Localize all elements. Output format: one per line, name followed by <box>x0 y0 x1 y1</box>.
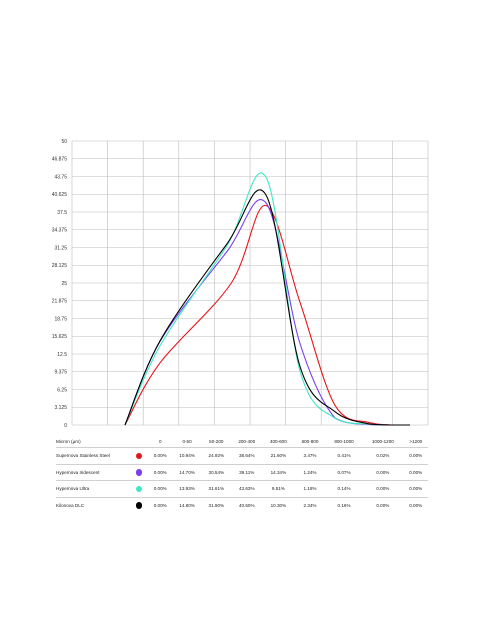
swatch-header <box>130 436 148 448</box>
y-tick-label: 46.875 <box>52 157 68 163</box>
legend-dot-icon <box>135 469 143 476</box>
series-name: Kilonova DLC <box>56 496 130 513</box>
series-line <box>124 204 411 426</box>
category-label: 200-400 <box>238 439 256 444</box>
value-cell: 0.02% <box>362 447 404 464</box>
value-cell: 3.47% <box>294 447 326 464</box>
value-cell: 21.60% <box>262 447 295 464</box>
value-cell: 31.90% <box>201 496 231 513</box>
value-cell: 0.00% <box>362 463 404 481</box>
y-tick-label: 43.75 <box>54 174 67 180</box>
series-name: Hypernova Iridescent <box>56 463 130 481</box>
value-cell: 0.00% <box>148 480 173 497</box>
y-tick-label: 37.5 <box>57 210 67 216</box>
y-axis: 0 3.125 6.25 9.375 12.5 15.625 18.75 21.875 25 28… <box>52 139 68 429</box>
series-line <box>124 189 410 426</box>
category-label: 400-600 <box>269 439 287 444</box>
value-cell: 0.00% <box>148 463 173 481</box>
value-cell: 14.34% <box>262 463 295 481</box>
value-cell: 24.92% <box>201 447 231 464</box>
category-label: 50-200 <box>209 439 224 444</box>
value-cell: 14.70% <box>172 463 202 481</box>
y-tick-label: 15.625 <box>52 334 68 340</box>
value-cell: 30.54% <box>201 463 231 481</box>
category-label: 1000-1200 <box>371 439 394 444</box>
value-cell: 0.07% <box>325 463 363 481</box>
table-header-row: Micron (µm) 0 0-50 50-200 200-400 400-600 600-… <box>56 436 428 448</box>
y-tick-label: 18.75 <box>54 316 67 322</box>
value-cell: 0.16% <box>325 496 363 513</box>
value-cell: 39.11% <box>230 463 263 481</box>
value-cell: 2.34% <box>294 496 326 513</box>
value-cell: 14.80% <box>172 496 202 513</box>
series-line <box>124 199 410 426</box>
category-label: 600-800 <box>301 439 319 444</box>
value-cell: 9.51% <box>262 480 295 497</box>
value-cell: 0.00% <box>362 496 404 513</box>
series-lines <box>124 172 411 426</box>
table-row: Supernova Stainless Steel 0.00% 10.94% 24.9… <box>56 447 428 464</box>
y-tick-label: 50 <box>61 139 67 145</box>
grid <box>71 140 429 426</box>
legend-swatch <box>130 480 148 497</box>
y-tick-label: 12.5 <box>57 352 67 358</box>
value-cell: 0.41% <box>325 447 363 464</box>
value-cell: 31.61% <box>201 480 231 497</box>
value-cell: 43.63% <box>230 480 263 497</box>
value-cell: 0.00% <box>403 447 428 464</box>
table-row: Kilonova DLC 0.00% 14.80% 31.90% 40.50% 10.30… <box>56 496 428 513</box>
value-cell: 0.00% <box>148 447 173 464</box>
legend-swatch <box>130 463 148 481</box>
category-label: 0-50 <box>182 439 192 444</box>
value-cell: 0.00% <box>403 463 428 481</box>
category-label: >1200 <box>409 439 423 444</box>
y-tick-label: 21.875 <box>52 299 68 305</box>
y-tick-label: 31.25 <box>54 245 67 251</box>
data-table: Micron (µm) 0 0-50 50-200 200-400 400-600 600-… <box>56 436 428 513</box>
value-cell: 0.00% <box>362 480 404 497</box>
y-tick-label: 0 <box>64 423 67 429</box>
table-row: Hypernova Ultra 0.00% 13.93% 31.61% 43.63% 9.… <box>56 480 428 497</box>
series-line <box>124 172 410 426</box>
y-tick-label: 25 <box>61 281 67 287</box>
value-cell: 10.30% <box>262 496 295 513</box>
series-name: Supernova Stainless Steel <box>56 447 130 464</box>
value-cell: 1.24% <box>294 463 326 481</box>
legend-dot-icon <box>135 452 143 459</box>
y-tick-label: 34.375 <box>52 228 68 234</box>
value-cell: 10.94% <box>172 447 202 464</box>
y-tick-label: 3.125 <box>54 405 67 411</box>
value-cell: 1.18% <box>294 480 326 497</box>
category-label: 800-1000 <box>334 439 354 444</box>
y-tick-label: 28.125 <box>52 263 68 269</box>
value-cell: 0.14% <box>325 480 363 497</box>
table-row: Hypernova Iridescent 0.00% 14.70% 30.54% 39.… <box>56 463 428 481</box>
legend-dot-icon <box>135 485 143 492</box>
y-tick-label: 6.25 <box>57 387 67 393</box>
value-cell: 0.00% <box>148 496 173 513</box>
value-cell: 38.64% <box>230 447 263 464</box>
legend-swatch <box>130 496 148 513</box>
y-tick-label: 40.625 <box>52 192 68 198</box>
series-name: Hypernova Ultra <box>56 480 130 497</box>
category-label: 0 <box>158 439 162 444</box>
value-cell: 40.50% <box>230 496 263 513</box>
value-cell: 0.00% <box>403 480 428 497</box>
value-cell: 0.00% <box>403 496 428 513</box>
column-header-micron: Micron (µm) <box>56 439 81 444</box>
legend-dot-icon <box>135 502 143 509</box>
legend-swatch <box>130 447 148 464</box>
y-tick-label: 9.375 <box>54 370 67 376</box>
value-cell: 13.93% <box>172 480 202 497</box>
